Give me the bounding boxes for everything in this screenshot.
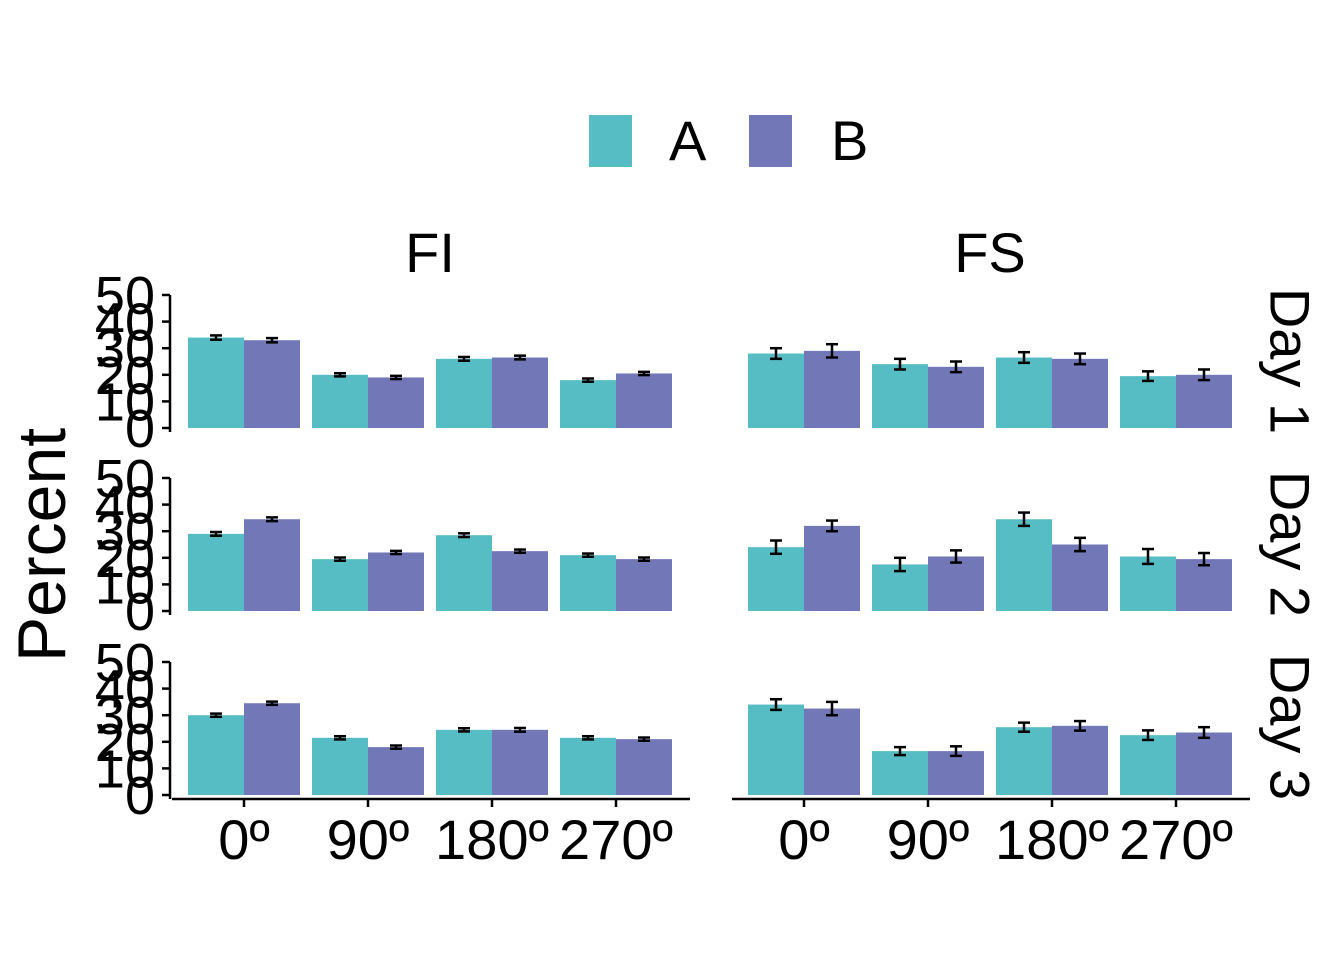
bar-fi-day-1-b-0: [244, 340, 300, 428]
bar-fs-day-3-b-2: [1052, 725, 1108, 795]
x-tick-label-fs-1: 90º: [887, 808, 970, 871]
x-tick-label-fi-3: 270º: [559, 808, 673, 871]
bar-fi-day-1-a-2: [436, 358, 492, 428]
y-tick-label-day-2-0: 0: [125, 582, 155, 642]
facet-label-day-2: Day 2: [1258, 470, 1322, 618]
y-tick-label-day-3-1: 10: [95, 739, 155, 799]
bar-fi-day-1-a-1: [312, 374, 368, 428]
legend-swatch-b: [749, 115, 792, 167]
legend-swatch-a: [589, 115, 632, 167]
bar-fs-day-3-a-2: [996, 727, 1052, 795]
facet-label-fi: FI: [405, 221, 455, 284]
facet-label-day-1: Day 1: [1258, 287, 1322, 435]
bar-fi-day-1-b-3: [616, 373, 672, 428]
x-tick-label-fi-0: 0º: [218, 808, 270, 871]
legend-label-a: A: [669, 109, 707, 172]
bar-fi-day-1-a-0: [188, 337, 244, 428]
bar-fs-day-3-b-1: [928, 751, 984, 795]
legend-label-b: B: [831, 109, 869, 172]
bar-fi-day-3-b-3: [616, 739, 672, 795]
bar-fi-day-2-b-0: [244, 519, 300, 611]
bar-fs-day-3-b-0: [804, 708, 860, 795]
y-tick-label-day-2-4: 40: [95, 476, 155, 536]
bar-fi-day-2-a-0: [188, 533, 244, 611]
bar-fi-day-2-a-2: [436, 535, 492, 611]
x-tick-label-fi-1: 90º: [327, 808, 410, 871]
bar-fs-day-2-a-2: [996, 519, 1052, 611]
x-tick-label-fs-3: 270º: [1119, 808, 1233, 871]
bar-fi-day-3-b-2: [492, 729, 548, 795]
bar-fi-day-3-b-1: [368, 747, 424, 795]
bar-fs-day-2-b-0: [804, 525, 860, 611]
bar-fs-day-3-a-1: [872, 751, 928, 795]
x-tick-label-fi-2: 180º: [435, 808, 549, 871]
y-tick-label-day-1-2: 20: [95, 346, 155, 406]
bar-fi-day-2-b-2: [492, 551, 548, 611]
bar-fs-day-1-b-1: [928, 366, 984, 428]
x-tick-label-fs-2: 180º: [995, 808, 1109, 871]
bar-fs-day-1-a-0: [748, 353, 804, 428]
bar-fi-day-3-a-2: [436, 729, 492, 795]
bar-fs-day-1-b-0: [804, 350, 860, 428]
bar-fs-day-1-a-1: [872, 364, 928, 428]
y-axis-title: Percent: [4, 427, 80, 663]
y-tick-label-day-3-0: 0: [125, 766, 155, 826]
y-tick-label-day-1-4: 40: [95, 293, 155, 353]
y-tick-label-day-1-1: 10: [95, 372, 155, 432]
bar-fs-day-2-b-3: [1176, 559, 1232, 611]
y-tick-label-day-2-5: 50: [95, 449, 155, 509]
legend: A B: [0, 110, 1344, 174]
bar-fi-day-3-b-0: [244, 703, 300, 795]
bar-fs-day-1-b-2: [1052, 358, 1108, 428]
bar-fs-day-1-a-2: [996, 357, 1052, 428]
y-tick-label-day-3-2: 20: [95, 713, 155, 773]
y-tick-label-day-1-0: 0: [125, 399, 155, 459]
facet-label-fs: FS: [954, 221, 1026, 284]
bar-fi-day-3-a-3: [560, 737, 616, 795]
y-tick-label-day-1-5: 50: [95, 266, 155, 326]
bar-fi-day-1-a-3: [560, 380, 616, 428]
y-tick-label-day-2-3: 30: [95, 502, 155, 562]
bar-fs-day-3-a-0: [748, 704, 804, 795]
bar-fi-day-2-b-3: [616, 559, 672, 611]
bar-fi-day-2-a-3: [560, 555, 616, 611]
bar-fs-day-2-a-0: [748, 547, 804, 611]
facet-label-day-3: Day 3: [1258, 653, 1322, 801]
y-tick-label-day-2-2: 20: [95, 529, 155, 589]
bar-fi-day-1-b-1: [368, 377, 424, 428]
bar-fs-day-2-b-1: [928, 556, 984, 611]
x-tick-label-fs-0: 0º: [778, 808, 830, 871]
bar-fs-day-3-a-3: [1120, 735, 1176, 795]
bar-fs-day-3-b-3: [1176, 732, 1232, 795]
bar-fs-day-1-b-3: [1176, 374, 1232, 428]
y-tick-label-day-3-5: 50: [95, 633, 155, 693]
bar-fs-day-2-a-3: [1120, 556, 1176, 611]
bar-fs-day-2-b-2: [1052, 544, 1108, 611]
bar-fi-day-1-b-2: [492, 357, 548, 428]
y-tick-label-day-3-4: 40: [95, 660, 155, 720]
bar-fi-day-2-a-1: [312, 559, 368, 611]
bar-fs-day-1-a-3: [1120, 376, 1176, 428]
bar-fi-day-2-b-1: [368, 552, 424, 611]
bar-fi-day-3-a-0: [188, 715, 244, 795]
y-tick-label-day-1-3: 30: [95, 319, 155, 379]
y-tick-label-day-3-3: 30: [95, 686, 155, 746]
y-tick-label-day-2-1: 10: [95, 555, 155, 615]
bar-fi-day-3-a-1: [312, 737, 368, 795]
